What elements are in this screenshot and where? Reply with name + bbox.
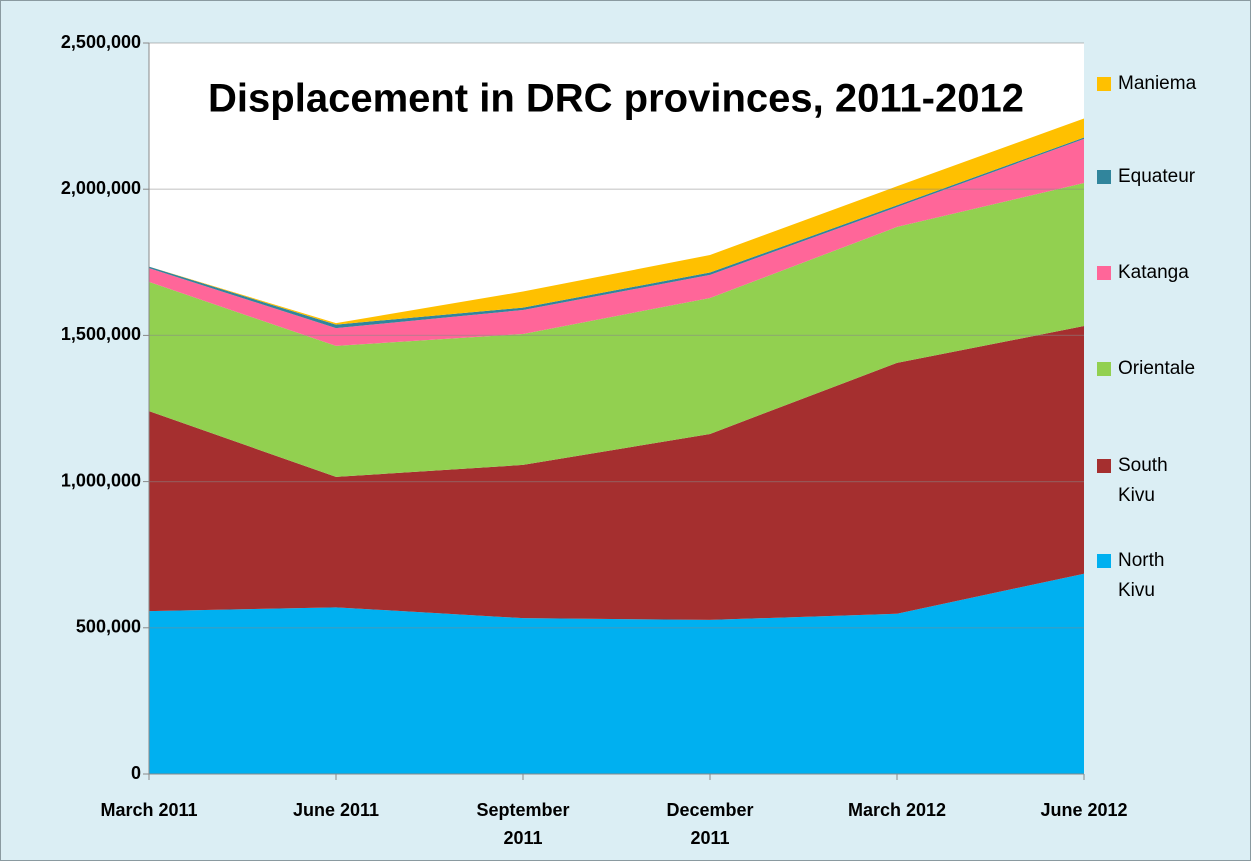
chart-title: Displacement in DRC provinces, 2011-2012 [208,77,1024,121]
x-tick-label: December 2011 [666,800,754,848]
legend-label: Equateur [1118,166,1196,187]
x-tick-label: June 2012 [1040,800,1128,820]
area [149,118,1084,325]
x-tick-label: March 2011 [100,800,198,820]
legend-label: South Kivu [1118,455,1168,506]
y-tick-label: 1,500,000 [61,324,141,344]
area [149,138,1084,346]
legend-label: Orientale [1118,358,1196,379]
y-tick-label: 0 [131,763,141,783]
y-tick-label: 1,000,000 [61,470,141,490]
legend-swatch [1097,554,1111,568]
x-tick-label: June 2011 [292,800,380,820]
area [149,326,1084,620]
legend-label: Maniema [1118,73,1197,94]
legend-label: Katanga [1118,262,1189,283]
x-tick-label: September 2011 [476,800,570,848]
legend-swatch [1097,362,1111,376]
area [149,183,1084,477]
area [149,573,1084,774]
legend-swatch [1097,266,1111,280]
areas [149,118,1084,774]
y-tick-label: 2,000,000 [61,178,141,198]
x-tick-label: March 2012 [847,800,947,820]
legend-swatch [1097,170,1111,184]
y-tick-label: 2,500,000 [61,32,141,52]
grid [143,42,1084,775]
legend-swatch [1097,459,1111,473]
y-tick-label: 500,000 [76,617,141,637]
legend-label: North Kivu [1118,550,1165,601]
legend-swatch [1097,77,1111,91]
